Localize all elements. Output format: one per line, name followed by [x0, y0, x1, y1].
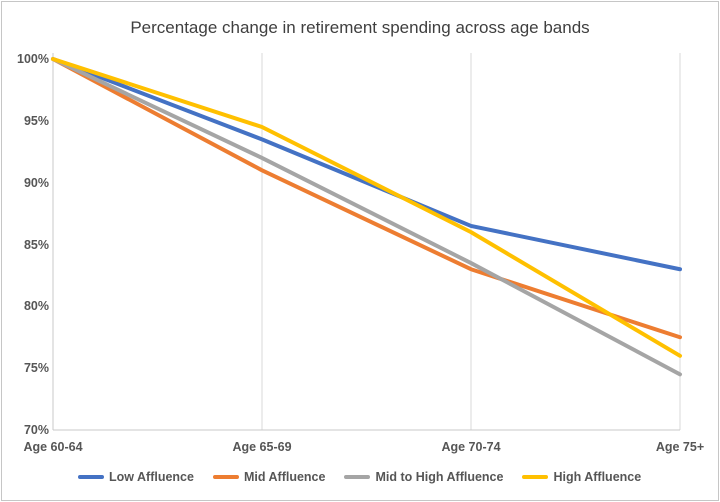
series-line-low-affluence — [51, 57, 682, 272]
series-line-high-affluence — [51, 57, 682, 358]
y-axis-tick-label-70-: 70% — [23, 423, 49, 437]
legend-label-mid-affluence: Mid Affluence — [243, 470, 326, 484]
x-axis-category-label-age-60-64: Age 60-64 — [23, 440, 83, 454]
legend-item-low-affluence: Low Affluence — [78, 470, 194, 484]
legend-label-high-affluence: High Affluence — [553, 470, 642, 484]
x-axis-category-label-age-70-74: Age 70-74 — [441, 440, 501, 454]
legend: Low Affluence Mid Affluence Mid to High Af… — [78, 470, 641, 484]
series-line-mid-affluence — [51, 57, 682, 340]
y-axis-tick-label-90-: 90% — [23, 175, 49, 190]
legend-swatch-mid-to-high-affluence — [344, 475, 371, 479]
y-axis-tick-label-75-: 75% — [23, 361, 49, 376]
legend-item-high-affluence: High Affluence — [522, 470, 641, 484]
legend-swatch-mid-affluence — [212, 475, 239, 479]
y-axis-tick-label-100-: 100% — [17, 52, 49, 66]
legend-swatch-low-affluence — [78, 475, 104, 479]
series-line-mid-to-high-affluence — [51, 57, 682, 377]
y-axis-tick-label-85-: 85% — [23, 237, 49, 252]
legend-swatch-high-affluence — [522, 475, 549, 479]
legend-item-mid-to-high-affluence: Mid to High Affluence — [344, 470, 503, 484]
y-axis-tick-label-95-: 95% — [23, 113, 49, 128]
chart-title: Percentage change in retirement spending… — [130, 18, 590, 37]
y-axis-tick-label-80-: 80% — [23, 299, 49, 314]
x-axis-category-label-age-75-: Age 75+ — [655, 440, 705, 454]
legend-label-low-affluence: Low Affluence — [109, 470, 194, 484]
legend-item-mid-affluence: Mid Affluence — [212, 470, 326, 484]
x-axis-category-label-age-65-69: Age 65-69 — [232, 440, 292, 454]
legend-label-mid-to-high-affluence: Mid to High Affluence — [375, 470, 504, 484]
